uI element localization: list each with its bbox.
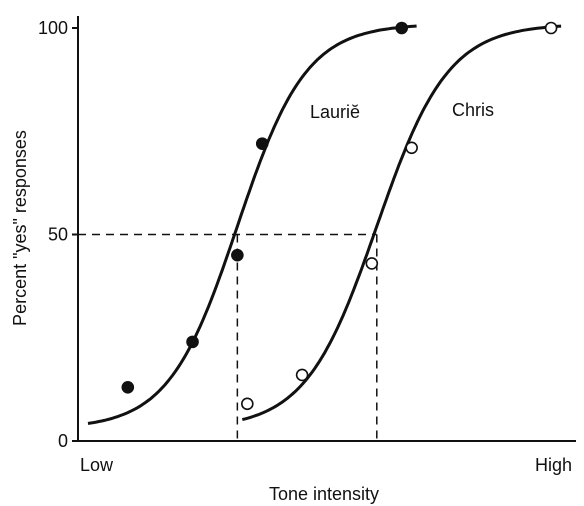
series-label-chris: Chris	[452, 100, 494, 120]
threshold-guides	[78, 233, 378, 441]
x-tick-label-low: Low	[80, 455, 114, 475]
axes	[77, 16, 576, 442]
open-data-point	[295, 368, 309, 382]
x-tick-label-high: High	[535, 455, 572, 475]
filled-data-point	[186, 335, 199, 349]
open-data-point	[544, 21, 558, 35]
series-curve-0	[87, 24, 417, 425]
open-data-point	[241, 397, 254, 411]
y-axis-label: Percent "yes" responses	[10, 130, 30, 326]
y-tick-label: 0	[58, 431, 68, 451]
y-tick-label: 100	[38, 18, 68, 38]
series-curve-1	[241, 24, 562, 422]
open-data-point	[365, 257, 379, 270]
series-label-laurie: Lauriĕ	[310, 102, 360, 122]
filled-data-point	[231, 248, 244, 262]
filled-data-point	[121, 381, 135, 394]
point-layer	[121, 21, 558, 411]
open-data-point	[405, 141, 418, 155]
filled-data-point	[395, 21, 409, 35]
curve-layer	[87, 24, 562, 425]
filled-data-point	[255, 137, 269, 150]
y-tick-label: 50	[48, 225, 68, 245]
x-axis-label: Tone intensity	[269, 484, 379, 504]
tick-layer: 0 50 100	[38, 18, 78, 451]
